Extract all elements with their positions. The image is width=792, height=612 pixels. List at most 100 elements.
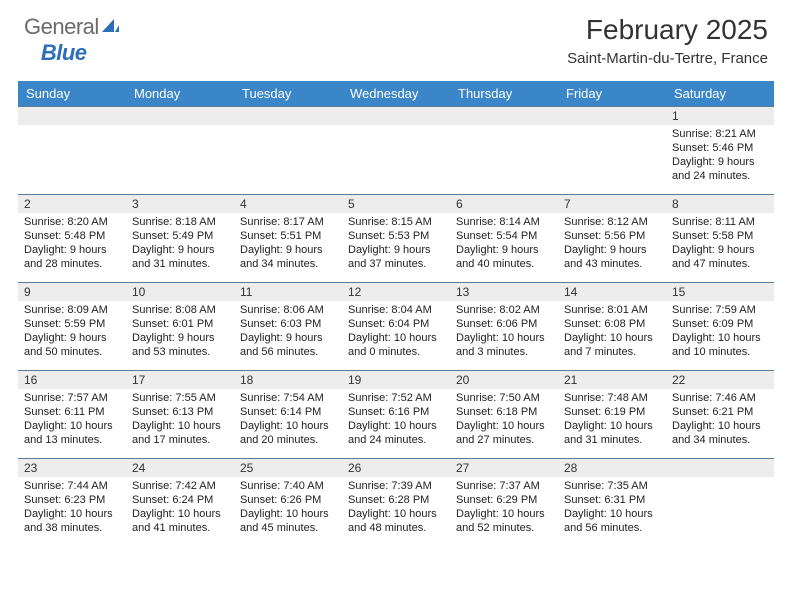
day-body: Sunrise: 7:35 AMSunset: 6:31 PMDaylight:… (558, 477, 666, 539)
sunset-line: Sunset: 6:24 PM (132, 493, 228, 507)
daylight-line: Daylight: 9 hours and 31 minutes. (132, 243, 228, 271)
daynum-bar-empty (666, 459, 774, 477)
calendar-cell: 20Sunrise: 7:50 AMSunset: 6:18 PMDayligh… (450, 371, 558, 459)
calendar-cell (450, 107, 558, 195)
calendar-cell: 9Sunrise: 8:09 AMSunset: 5:59 PMDaylight… (18, 283, 126, 371)
day-number: 7 (558, 195, 666, 213)
calendar-cell: 26Sunrise: 7:39 AMSunset: 6:28 PMDayligh… (342, 459, 450, 547)
sunrise-line: Sunrise: 7:46 AM (672, 391, 768, 405)
day-body: Sunrise: 8:08 AMSunset: 6:01 PMDaylight:… (126, 301, 234, 363)
day-body: Sunrise: 8:12 AMSunset: 5:56 PMDaylight:… (558, 213, 666, 275)
day-number: 26 (342, 459, 450, 477)
calendar-cell: 22Sunrise: 7:46 AMSunset: 6:21 PMDayligh… (666, 371, 774, 459)
day-number: 24 (126, 459, 234, 477)
day-number: 11 (234, 283, 342, 301)
sunset-line: Sunset: 6:13 PM (132, 405, 228, 419)
logo-text-blue: Blue (41, 40, 87, 65)
day-body: Sunrise: 7:37 AMSunset: 6:29 PMDaylight:… (450, 477, 558, 539)
sunrise-line: Sunrise: 7:57 AM (24, 391, 120, 405)
weekday-header: Thursday (450, 81, 558, 107)
sunset-line: Sunset: 5:46 PM (672, 141, 768, 155)
sunrise-line: Sunrise: 7:52 AM (348, 391, 444, 405)
calendar-cell: 23Sunrise: 7:44 AMSunset: 6:23 PMDayligh… (18, 459, 126, 547)
day-body: Sunrise: 7:44 AMSunset: 6:23 PMDaylight:… (18, 477, 126, 539)
daylight-line: Daylight: 10 hours and 56 minutes. (564, 507, 660, 535)
day-number: 16 (18, 371, 126, 389)
sunrise-line: Sunrise: 8:08 AM (132, 303, 228, 317)
calendar-cell: 6Sunrise: 8:14 AMSunset: 5:54 PMDaylight… (450, 195, 558, 283)
day-body: Sunrise: 8:14 AMSunset: 5:54 PMDaylight:… (450, 213, 558, 275)
daylight-line: Daylight: 9 hours and 43 minutes. (564, 243, 660, 271)
calendar-cell: 18Sunrise: 7:54 AMSunset: 6:14 PMDayligh… (234, 371, 342, 459)
weekday-header: Saturday (666, 81, 774, 107)
calendar-cell: 13Sunrise: 8:02 AMSunset: 6:06 PMDayligh… (450, 283, 558, 371)
day-number: 3 (126, 195, 234, 213)
calendar-cell: 24Sunrise: 7:42 AMSunset: 6:24 PMDayligh… (126, 459, 234, 547)
day-number: 9 (18, 283, 126, 301)
daylight-line: Daylight: 10 hours and 24 minutes. (348, 419, 444, 447)
calendar-cell: 3Sunrise: 8:18 AMSunset: 5:49 PMDaylight… (126, 195, 234, 283)
daylight-line: Daylight: 9 hours and 28 minutes. (24, 243, 120, 271)
sunset-line: Sunset: 6:18 PM (456, 405, 552, 419)
calendar-cell (126, 107, 234, 195)
day-number: 28 (558, 459, 666, 477)
day-body: Sunrise: 8:04 AMSunset: 6:04 PMDaylight:… (342, 301, 450, 363)
calendar-cell (558, 107, 666, 195)
day-body: Sunrise: 7:55 AMSunset: 6:13 PMDaylight:… (126, 389, 234, 451)
daylight-line: Daylight: 9 hours and 53 minutes. (132, 331, 228, 359)
day-body: Sunrise: 8:02 AMSunset: 6:06 PMDaylight:… (450, 301, 558, 363)
calendar-cell: 28Sunrise: 7:35 AMSunset: 6:31 PMDayligh… (558, 459, 666, 547)
calendar-cell: 8Sunrise: 8:11 AMSunset: 5:58 PMDaylight… (666, 195, 774, 283)
day-body: Sunrise: 8:15 AMSunset: 5:53 PMDaylight:… (342, 213, 450, 275)
day-body: Sunrise: 8:17 AMSunset: 5:51 PMDaylight:… (234, 213, 342, 275)
daynum-bar-empty (450, 107, 558, 125)
sunrise-line: Sunrise: 8:20 AM (24, 215, 120, 229)
daylight-line: Daylight: 10 hours and 45 minutes. (240, 507, 336, 535)
day-body: Sunrise: 8:11 AMSunset: 5:58 PMDaylight:… (666, 213, 774, 275)
sunset-line: Sunset: 6:31 PM (564, 493, 660, 507)
day-number: 14 (558, 283, 666, 301)
sunset-line: Sunset: 6:03 PM (240, 317, 336, 331)
sunset-line: Sunset: 5:54 PM (456, 229, 552, 243)
daylight-line: Daylight: 10 hours and 31 minutes. (564, 419, 660, 447)
sunrise-line: Sunrise: 8:12 AM (564, 215, 660, 229)
daylight-line: Daylight: 9 hours and 34 minutes. (240, 243, 336, 271)
daylight-line: Daylight: 10 hours and 17 minutes. (132, 419, 228, 447)
sunset-line: Sunset: 6:04 PM (348, 317, 444, 331)
calendar-cell: 17Sunrise: 7:55 AMSunset: 6:13 PMDayligh… (126, 371, 234, 459)
day-number: 8 (666, 195, 774, 213)
calendar-cell: 12Sunrise: 8:04 AMSunset: 6:04 PMDayligh… (342, 283, 450, 371)
location-subtitle: Saint-Martin-du-Tertre, France (567, 50, 768, 67)
sunrise-line: Sunrise: 7:44 AM (24, 479, 120, 493)
sunrise-line: Sunrise: 7:50 AM (456, 391, 552, 405)
weekday-header: Sunday (18, 81, 126, 107)
sunset-line: Sunset: 6:21 PM (672, 405, 768, 419)
daylight-line: Daylight: 9 hours and 50 minutes. (24, 331, 120, 359)
day-body: Sunrise: 8:09 AMSunset: 5:59 PMDaylight:… (18, 301, 126, 363)
day-body: Sunrise: 8:06 AMSunset: 6:03 PMDaylight:… (234, 301, 342, 363)
sunrise-line: Sunrise: 7:39 AM (348, 479, 444, 493)
sunset-line: Sunset: 6:01 PM (132, 317, 228, 331)
logo-text-general: General (24, 14, 99, 39)
daylight-line: Daylight: 10 hours and 41 minutes. (132, 507, 228, 535)
sunset-line: Sunset: 5:49 PM (132, 229, 228, 243)
day-body: Sunrise: 7:39 AMSunset: 6:28 PMDaylight:… (342, 477, 450, 539)
sunrise-line: Sunrise: 8:21 AM (672, 127, 768, 141)
day-number: 10 (126, 283, 234, 301)
day-number: 12 (342, 283, 450, 301)
daylight-line: Daylight: 10 hours and 0 minutes. (348, 331, 444, 359)
sunset-line: Sunset: 6:23 PM (24, 493, 120, 507)
daylight-line: Daylight: 10 hours and 27 minutes. (456, 419, 552, 447)
day-number: 18 (234, 371, 342, 389)
day-number: 19 (342, 371, 450, 389)
day-number: 27 (450, 459, 558, 477)
sunrise-line: Sunrise: 7:59 AM (672, 303, 768, 317)
day-number: 6 (450, 195, 558, 213)
calendar-cell (342, 107, 450, 195)
calendar-week-row: 9Sunrise: 8:09 AMSunset: 5:59 PMDaylight… (18, 283, 774, 371)
daynum-bar-empty (126, 107, 234, 125)
sunrise-line: Sunrise: 7:37 AM (456, 479, 552, 493)
day-body: Sunrise: 7:50 AMSunset: 6:18 PMDaylight:… (450, 389, 558, 451)
day-body: Sunrise: 7:59 AMSunset: 6:09 PMDaylight:… (666, 301, 774, 363)
weekday-header: Monday (126, 81, 234, 107)
